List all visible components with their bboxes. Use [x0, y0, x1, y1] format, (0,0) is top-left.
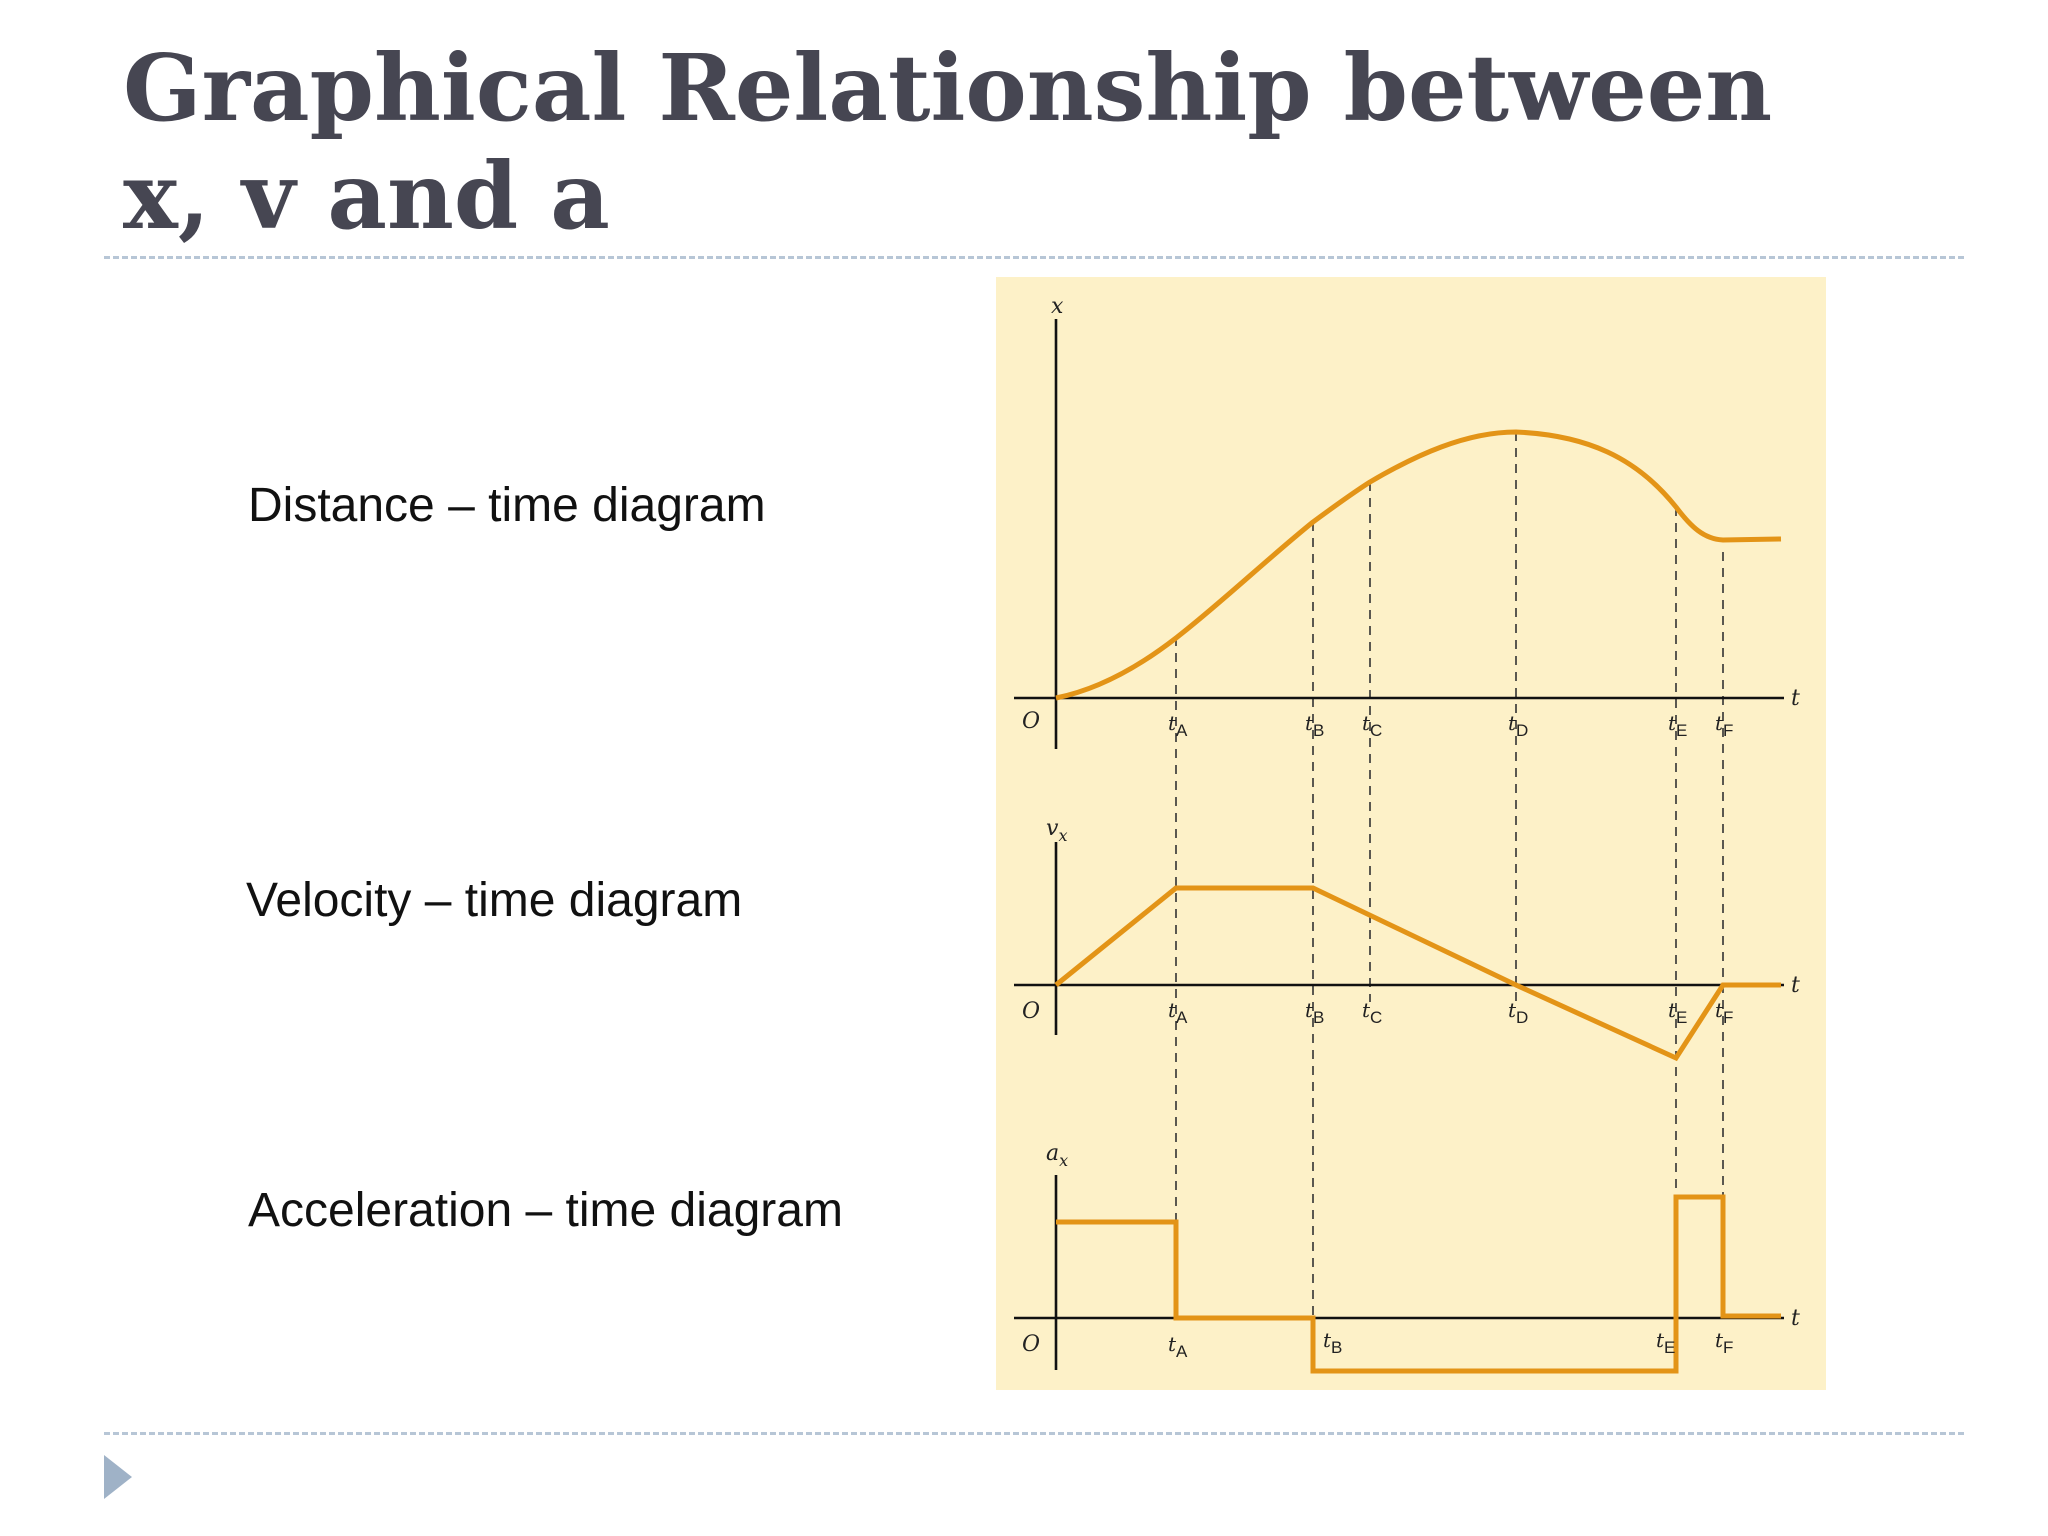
kinematics-svg: x t O vx t O ax t O tA tB tC tD tE tF: [1014, 294, 1800, 1374]
v-tick-tD: tD: [1508, 998, 1528, 1027]
kinematics-figure: x t O vx t O ax t O tA tB tC tD tE tF: [996, 277, 1826, 1390]
v-axis-label: vx: [1046, 816, 1067, 845]
v-axis-sub: x: [1058, 826, 1067, 845]
x-tick-tB: tB: [1305, 711, 1324, 740]
play-triangle-icon: [104, 1455, 132, 1499]
velocity-curve: [1054, 885, 1781, 1062]
v-panel-ticks: tA tB tC tD tE tF: [1168, 998, 1733, 1027]
v-tick-tF: tF: [1715, 998, 1733, 1027]
v-tick-tA: tA: [1168, 998, 1188, 1027]
v-panel-t-label: t: [1791, 973, 1800, 998]
v-tick-tC: tC: [1362, 998, 1382, 1027]
position-curve: [1055, 429, 1782, 701]
a-axis-letter: a: [1046, 1141, 1059, 1166]
a-axis-label: ax: [1046, 1141, 1068, 1170]
a-panel-t-label: t: [1791, 1306, 1800, 1331]
velocity-time-label: Velocity – time diagram: [246, 874, 743, 927]
title-line-2: x, v and a: [123, 142, 610, 250]
a-axis-sub: x: [1059, 1151, 1068, 1170]
slide-title: Graphical Relationship between x, v and …: [123, 34, 1923, 250]
curves: [1054, 429, 1782, 1374]
x-panel-ticks: tA tB tC tD tE tF: [1168, 711, 1733, 740]
title-line-1: Graphical Relationship between: [123, 34, 1773, 142]
title-divider: [104, 256, 1964, 259]
v-tick-tB: tB: [1305, 998, 1324, 1027]
a-tick-tF: tF: [1715, 1328, 1733, 1357]
x-panel-t-label: t: [1791, 686, 1800, 711]
footer-divider: [104, 1432, 1964, 1435]
x-panel-origin: O: [1022, 709, 1040, 734]
acceleration-curve: [1056, 1194, 1781, 1374]
x-tick-tE: tE: [1668, 711, 1687, 740]
acceleration-time-label: Acceleration – time diagram: [248, 1184, 843, 1237]
x-tick-tA: tA: [1168, 711, 1188, 740]
axes: [1014, 319, 1784, 1370]
a-tick-tA: tA: [1168, 1332, 1188, 1361]
v-tick-tE: tE: [1668, 998, 1687, 1027]
v-panel-origin: O: [1022, 999, 1040, 1024]
distance-time-label: Distance – time diagram: [248, 479, 766, 532]
a-tick-tB: tB: [1323, 1328, 1342, 1357]
x-tick-tC: tC: [1362, 711, 1382, 740]
time-guides: [1175, 432, 1724, 1317]
v-axis-letter: v: [1046, 816, 1059, 841]
a-tick-tE: tE: [1656, 1328, 1675, 1357]
x-tick-tD: tD: [1508, 711, 1528, 740]
x-axis-label: x: [1051, 294, 1064, 319]
x-tick-tF: tF: [1715, 711, 1733, 740]
a-panel-ticks: tA tB tE tF: [1168, 1328, 1733, 1361]
a-panel-origin: O: [1022, 1332, 1040, 1357]
